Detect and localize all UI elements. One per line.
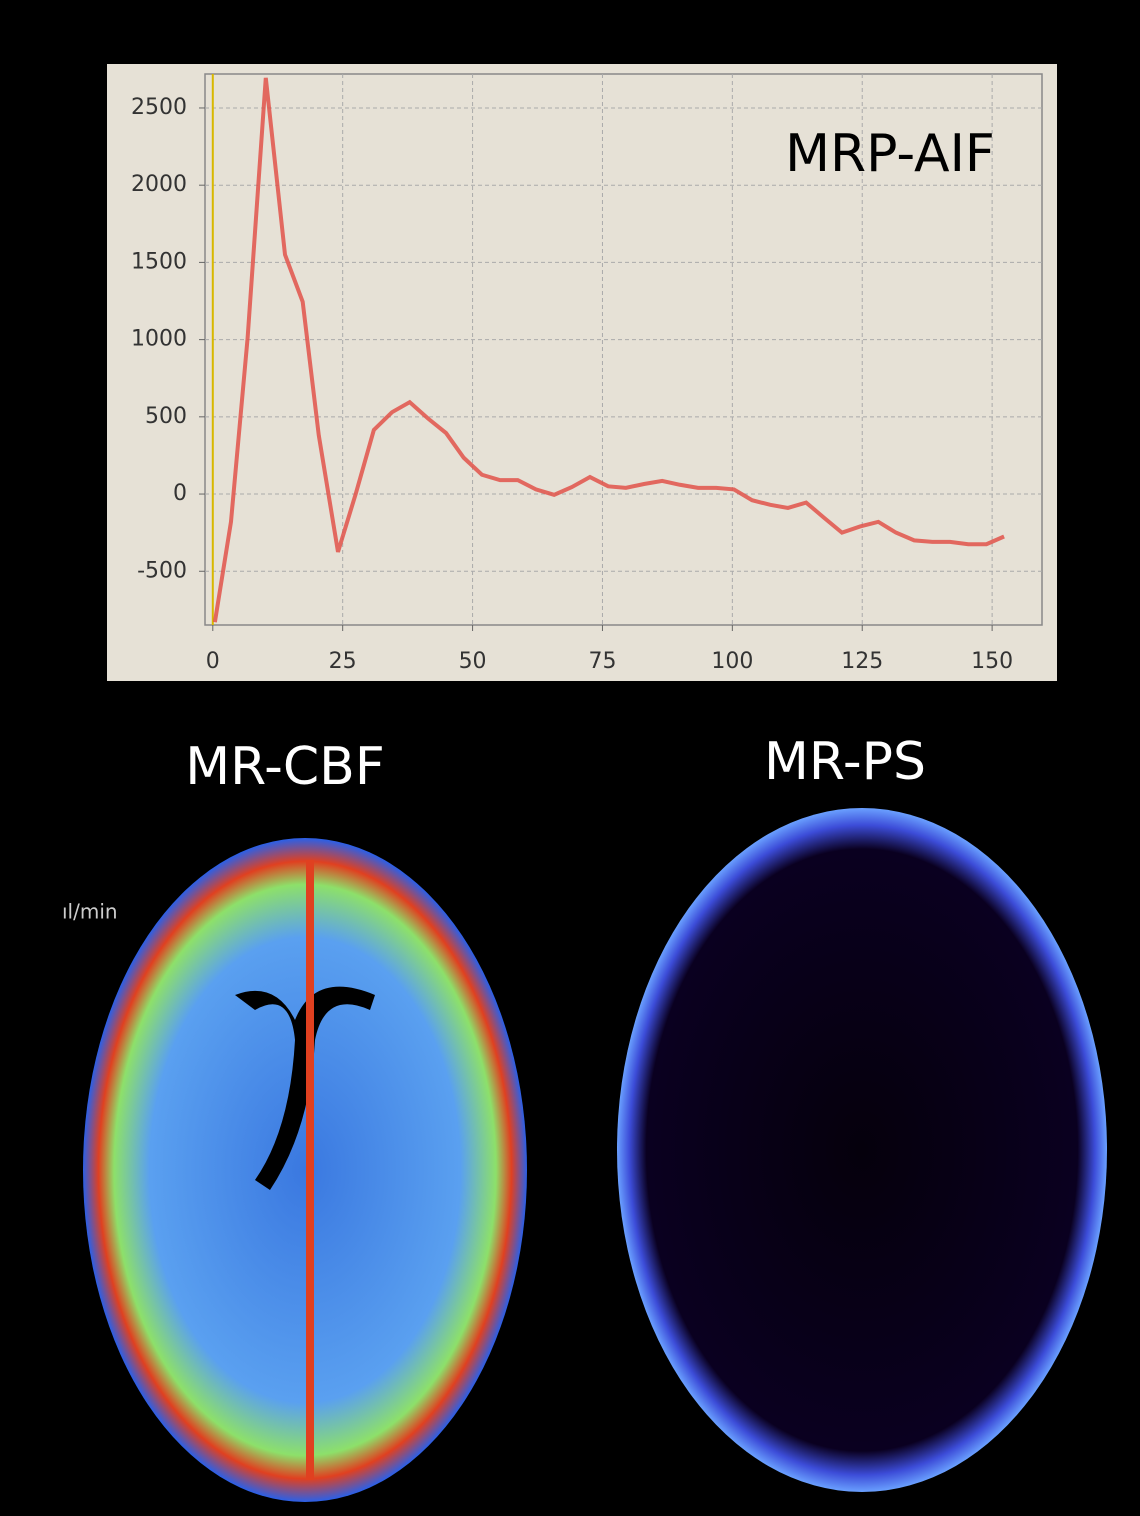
chart-panel xyxy=(107,64,1057,681)
plot-area xyxy=(204,73,1043,626)
x-tick-label: 150 xyxy=(971,649,1013,674)
x-tick-label: 50 xyxy=(459,649,487,674)
y-tick-label: 1000 xyxy=(131,327,187,352)
image-title: MR-CBF xyxy=(185,737,385,797)
x-tick-label: 25 xyxy=(329,649,357,674)
unit-label: ıl/min xyxy=(62,900,118,924)
y-tick-label: 0 xyxy=(173,481,187,506)
ventricles xyxy=(235,986,375,1190)
x-tick-label: 125 xyxy=(841,649,883,674)
y-tick-label: 1500 xyxy=(131,249,187,274)
plot: -500 0 500 1000 1500 2000 2500 0 25 50 75 100 125 150 xyxy=(131,73,1043,674)
y-tick-label: 2000 xyxy=(131,172,187,197)
ps-map xyxy=(617,808,1107,1492)
data-line xyxy=(212,77,1005,623)
y-tick-label: 2500 xyxy=(131,95,187,120)
cbf-map xyxy=(83,838,527,1502)
image-title: MR-PS xyxy=(764,732,926,792)
x-tick-label: 75 xyxy=(588,649,616,674)
x-tick-label: 100 xyxy=(711,649,753,674)
y-tick-label: 500 xyxy=(145,404,187,429)
chart-annotation: MRP-AIF xyxy=(785,124,995,184)
x-tick-label: 0 xyxy=(206,649,220,674)
y-tick-label: -500 xyxy=(137,558,187,583)
